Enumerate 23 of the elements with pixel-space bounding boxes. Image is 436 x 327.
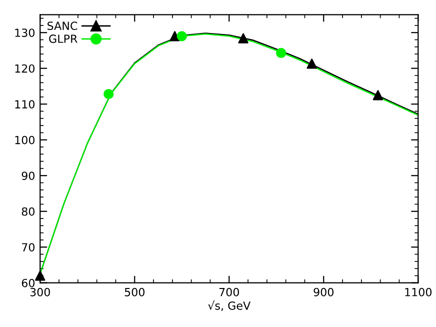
x-tick-label: 300: [30, 288, 50, 296]
y-tick-label: 130: [15, 28, 35, 37]
y-tick-label: 60: [22, 278, 35, 288]
point: [170, 31, 180, 42]
y-tick-label: 80: [22, 207, 35, 216]
y-tick-label: 100: [15, 136, 35, 144]
y-tick-label: 110: [15, 100, 35, 108]
y-tick-label: 70: [22, 243, 35, 252]
x-tick-label: 1100: [405, 288, 432, 296]
legend-label: SANC: [48, 22, 78, 30]
x-tick-label: 900: [314, 288, 334, 296]
x-tick-label: 700: [219, 288, 239, 296]
y-tick-label: 120: [15, 64, 35, 73]
x-tick-label: 500: [124, 288, 144, 296]
point: [176, 31, 187, 42]
point: [372, 90, 384, 100]
point: [238, 33, 248, 44]
legend-label: GLPR: [49, 34, 78, 43]
point: [104, 88, 114, 100]
point: [306, 58, 317, 69]
x-axis-title: √s, GeV: [208, 300, 251, 311]
point: [276, 48, 286, 58]
y-tick-label: 90: [22, 172, 35, 180]
